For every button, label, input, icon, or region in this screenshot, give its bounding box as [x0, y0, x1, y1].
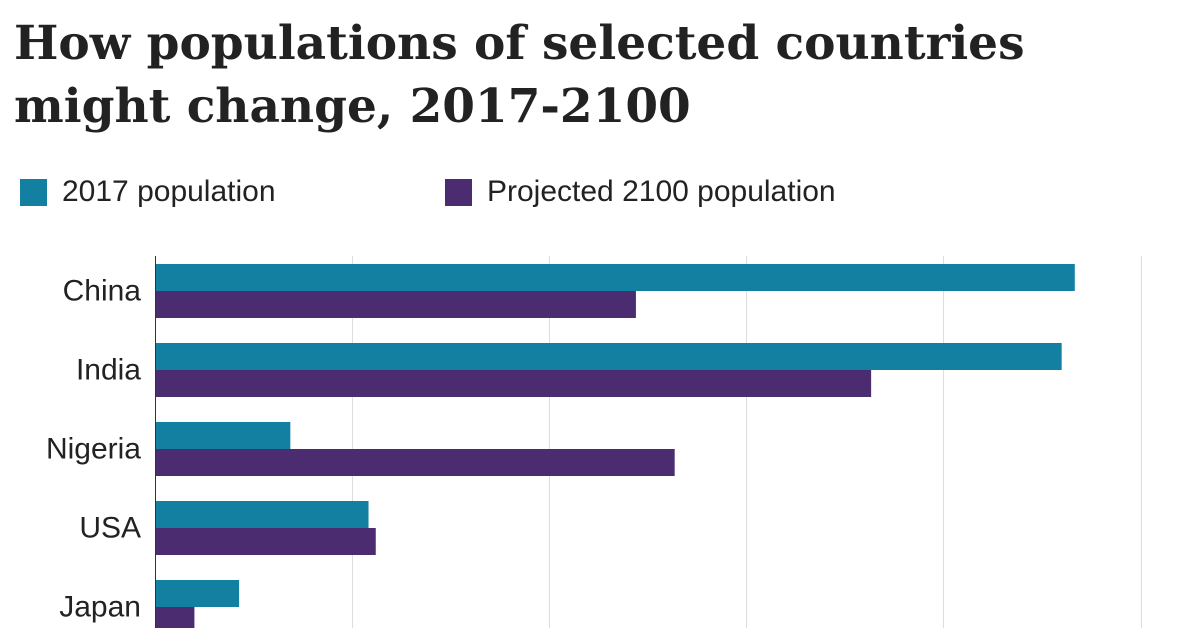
chart-title: How populations of selected countries mi…: [14, 16, 1025, 134]
category-label-india: India: [76, 354, 141, 387]
bar-india-2017: [155, 343, 1062, 370]
category-label-nigeria: Nigeria: [46, 433, 141, 466]
bar-usa-2100: [155, 528, 376, 555]
bar-china-2017: [155, 264, 1075, 291]
bar-nigeria-2100: [155, 449, 675, 476]
bar-japan-2017: [155, 580, 240, 607]
bar-china-2100: [155, 291, 636, 318]
bar-usa-2017: [155, 501, 369, 528]
legend-swatch-2100: [445, 178, 472, 206]
category-label-japan: Japan: [59, 591, 141, 624]
bar-nigeria-2017: [155, 422, 291, 449]
legend: 2017 population Projected 2100 populatio…: [20, 170, 1120, 214]
legend-item-2100: Projected 2100 population: [445, 170, 836, 214]
legend-label-2017: 2017 population: [62, 175, 276, 208]
legend-label-2100: Projected 2100 population: [487, 175, 836, 208]
category-label-usa: USA: [79, 512, 141, 545]
bar-india-2100: [155, 370, 872, 397]
legend-item-2017: 2017 population: [20, 170, 276, 214]
legend-swatch-2017: [20, 178, 47, 206]
category-label-china: China: [63, 275, 142, 308]
bar-japan-2100: [155, 607, 195, 628]
